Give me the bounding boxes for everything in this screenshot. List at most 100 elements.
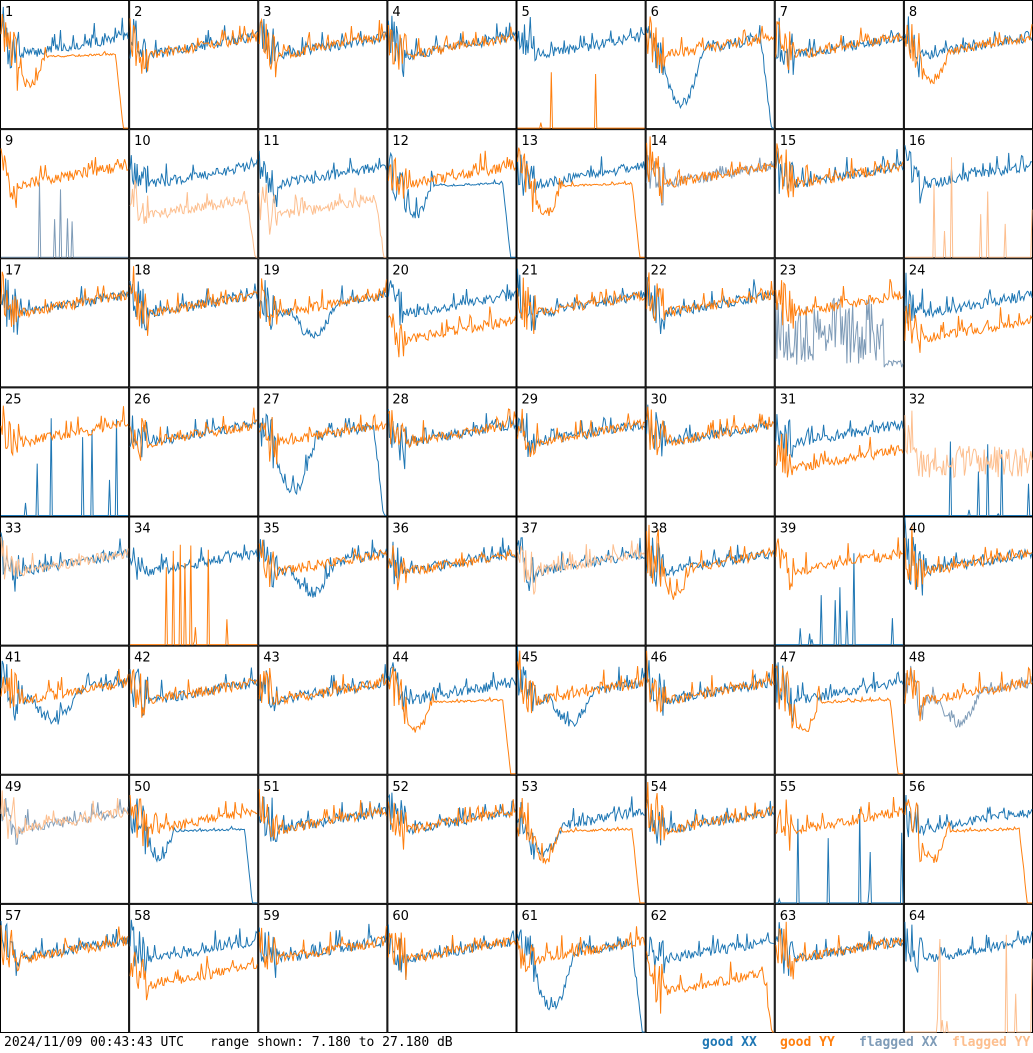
panel-label: 20 xyxy=(392,263,409,278)
panel-33: 33 xyxy=(0,516,130,646)
panel-frame xyxy=(258,774,388,904)
panel-53: 53 xyxy=(516,774,646,904)
series-xx-good xyxy=(387,662,516,712)
series-yy-good xyxy=(0,405,129,457)
panel-label: 35 xyxy=(263,522,280,537)
panel-34: 34 xyxy=(129,516,259,646)
series-yy-good xyxy=(646,781,775,841)
series-xx-good xyxy=(129,797,258,904)
panel-21: 21 xyxy=(516,258,646,388)
series-yy-good xyxy=(775,665,903,775)
panel-44: 44 xyxy=(387,645,517,775)
panel-label: 27 xyxy=(263,392,280,407)
panel-26: 26 xyxy=(129,387,259,517)
series-yy-good xyxy=(646,406,775,456)
footer: 2024/11/09 00:43:43 UTC range shown: 7.1… xyxy=(0,1033,1033,1053)
panel-label: 16 xyxy=(909,134,926,149)
panel-label: 17 xyxy=(5,263,22,278)
series-xx-good xyxy=(775,17,904,75)
panel-label: 4 xyxy=(392,5,400,20)
panel-label: 34 xyxy=(134,522,151,537)
series-yy-good xyxy=(646,136,775,204)
panel-frame xyxy=(645,774,775,904)
series-yy-good xyxy=(258,17,387,78)
panel-27: 27 xyxy=(258,387,388,517)
panel-3: 3 xyxy=(258,0,388,130)
panel-label: 11 xyxy=(263,134,280,149)
panel-19: 19 xyxy=(258,258,388,388)
series-yy-good xyxy=(0,925,129,972)
series-xx-good xyxy=(387,280,516,326)
series-yy-good xyxy=(258,667,387,706)
panel-17: 17 xyxy=(0,258,130,388)
series-xx-good xyxy=(0,6,129,69)
series-xx-good xyxy=(775,922,904,976)
series-yy-good xyxy=(517,147,645,258)
panel-frame xyxy=(258,0,388,130)
panel-label: 43 xyxy=(263,651,280,666)
series-xx-good xyxy=(129,18,258,73)
series-yy-good xyxy=(387,24,516,70)
series-yy-good xyxy=(387,545,516,591)
series-yy-good xyxy=(775,537,904,591)
series-yy-good xyxy=(129,407,258,461)
panel-label: 31 xyxy=(780,392,797,407)
series-yy-good xyxy=(517,650,645,714)
panel-frame xyxy=(774,0,904,130)
panel-frame xyxy=(645,387,775,517)
series-yy-good xyxy=(258,278,387,326)
panel-16: 16 xyxy=(903,129,1033,259)
panel-frame xyxy=(516,516,646,646)
panel-frame xyxy=(645,645,775,775)
panel-label: 46 xyxy=(651,651,668,666)
panel-54: 54 xyxy=(645,774,775,904)
panel-label: 47 xyxy=(780,651,797,666)
series-yy-good xyxy=(129,795,258,848)
panel-59: 59 xyxy=(258,903,388,1033)
series-yy-good xyxy=(258,789,387,840)
panel-frame xyxy=(258,645,388,775)
series-yy-good xyxy=(387,408,516,448)
panel-frame xyxy=(516,774,646,904)
panel-label: 32 xyxy=(909,392,926,407)
panel-label: 38 xyxy=(651,522,668,537)
panel-label: 60 xyxy=(392,909,409,924)
series-yy-good xyxy=(387,150,516,199)
panel-7: 7 xyxy=(774,0,904,130)
series-yy-good xyxy=(904,524,1033,590)
panel-frame xyxy=(258,258,388,388)
series-yy-good xyxy=(517,72,645,129)
panel-51: 51 xyxy=(258,774,388,904)
panel-frame xyxy=(258,516,388,646)
panel-frame xyxy=(258,387,388,517)
panel-frame xyxy=(387,129,517,259)
series-xx-good xyxy=(129,544,258,580)
series-xx-good xyxy=(646,932,774,974)
panel-frame xyxy=(129,645,259,775)
panel-14: 14 xyxy=(645,129,775,259)
panel-49: 49 xyxy=(0,774,130,904)
series-xx-good xyxy=(517,537,645,591)
panel-62: 62 xyxy=(645,903,775,1033)
panel-57: 57 xyxy=(0,903,130,1033)
panel-13: 13 xyxy=(516,129,646,259)
panel-frame xyxy=(387,645,517,775)
panel-label: 28 xyxy=(392,392,409,407)
panel-23: 23 xyxy=(774,258,904,388)
panel-frame xyxy=(387,903,517,1033)
panel-label: 56 xyxy=(909,780,926,795)
panel-frame xyxy=(0,645,130,775)
panel-47: 47 xyxy=(774,645,904,775)
panel-frame xyxy=(387,387,517,517)
panel-label: 59 xyxy=(263,909,280,924)
series-yy-good xyxy=(258,925,387,970)
panel-label: 37 xyxy=(522,522,539,537)
series-yy-good xyxy=(517,408,645,458)
series-xx-good xyxy=(517,16,645,62)
series-yy-good xyxy=(775,433,904,478)
panel-frame xyxy=(516,129,646,259)
panel-frame xyxy=(774,645,904,775)
series-yy-good xyxy=(258,413,387,465)
panel-label: 54 xyxy=(651,780,668,795)
series-yy-good xyxy=(775,921,904,980)
